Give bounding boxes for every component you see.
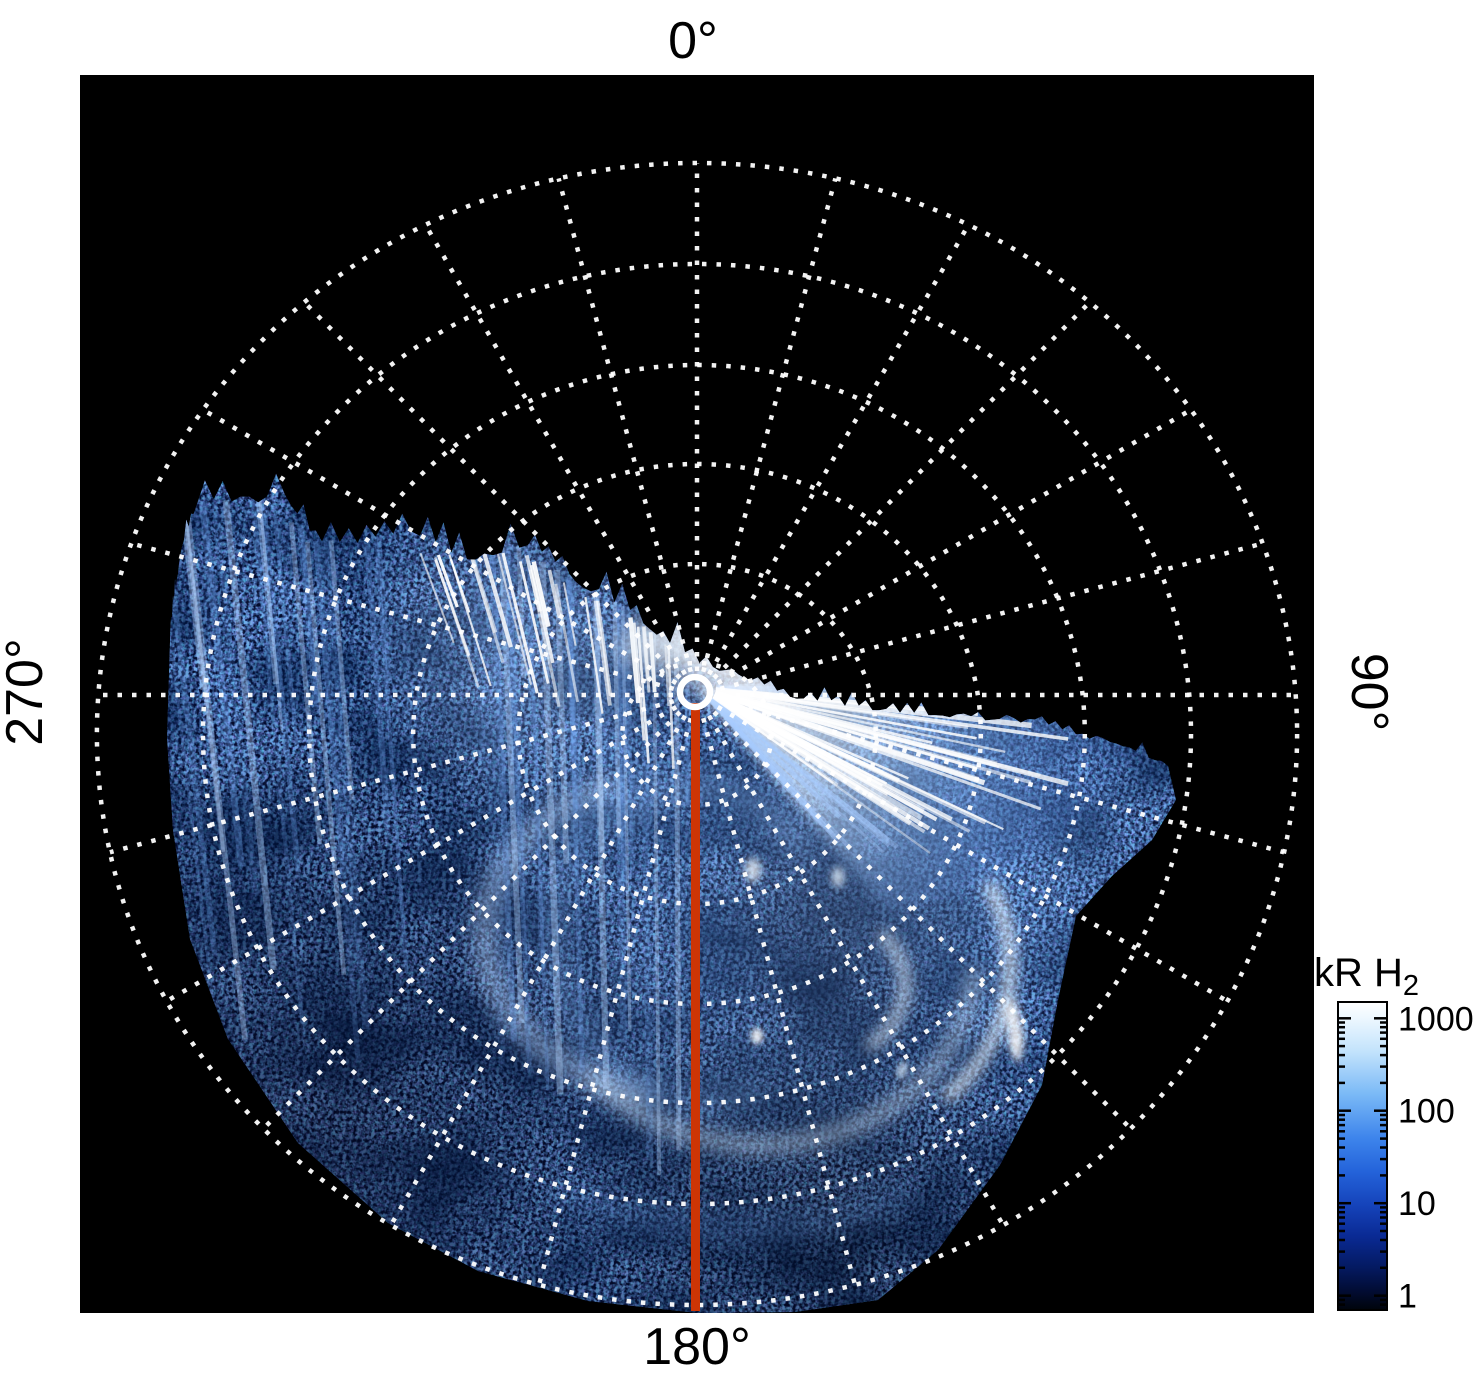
colorbar-title-main: kR H xyxy=(1314,951,1403,995)
angle-label-180: 180° xyxy=(643,1318,751,1376)
colorbar-tick-label-1: 1 xyxy=(1398,1278,1417,1316)
colorbar-title-subscript: 2 xyxy=(1403,970,1419,1002)
colorbar-gradient-bar xyxy=(1338,1002,1387,1310)
angle-label-270: 270° xyxy=(0,638,54,746)
colorbar-tick-label-10: 10 xyxy=(1398,1185,1436,1223)
angle-label-0: 0° xyxy=(668,12,718,70)
angle-label-90: 90° xyxy=(1340,653,1398,732)
bright-spot xyxy=(745,858,761,882)
plot-area xyxy=(0,75,1314,1386)
colorbar-tick-label-100: 100 xyxy=(1398,1093,1455,1131)
scan-column xyxy=(676,648,679,1150)
scan-column xyxy=(624,606,627,772)
bright-spot xyxy=(751,1028,763,1044)
bright-spot xyxy=(832,867,844,887)
colorbar-tick-label-1000: 1000 xyxy=(1398,1000,1474,1038)
